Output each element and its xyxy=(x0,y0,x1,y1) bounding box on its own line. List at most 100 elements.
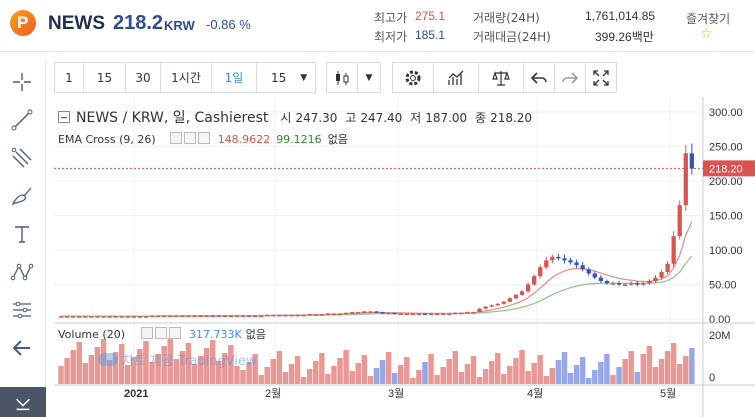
volume-close-icon[interactable] xyxy=(169,326,181,339)
fullscreen-icon[interactable] xyxy=(585,62,617,93)
volume-bar xyxy=(488,361,495,384)
series-legend: NEWS / KRW, 일, Cashierest 시 247.30 고 247.4… xyxy=(58,107,536,127)
pitchfork-icon[interactable] xyxy=(6,142,38,174)
interval-15m-button[interactable]: 15 xyxy=(83,62,126,93)
candle-body xyxy=(513,294,519,299)
dropdown-caret-icon[interactable]: ▼ xyxy=(357,62,381,93)
star-icon[interactable]: ☆ xyxy=(700,26,713,42)
chart-canvas[interactable]: 300.00 250.00 200.00 150.00 100.00 50.00 0.00 2… xyxy=(54,97,755,417)
volume-24h-value: 1,761,014.85 xyxy=(585,9,656,23)
close-icon[interactable] xyxy=(197,131,210,144)
volume-bar xyxy=(622,359,628,384)
interval-1m-button[interactable]: 1 xyxy=(54,62,84,93)
text-icon[interactable] xyxy=(6,218,38,250)
gear-icon[interactable] xyxy=(183,131,196,144)
price-axis-label: 0.00 xyxy=(709,314,730,326)
volume-bar xyxy=(592,370,598,384)
volume-bar xyxy=(640,354,647,384)
low-value: 185.1 xyxy=(415,28,446,42)
candle-body xyxy=(174,315,179,318)
candle-body xyxy=(453,312,458,315)
volume-bar xyxy=(501,374,507,384)
volume-bar xyxy=(385,352,392,384)
candle-body xyxy=(283,314,288,317)
price-axis-label: 200.00 xyxy=(709,176,743,188)
volume-legend: Volume (20) 317.733K 없음 xyxy=(58,326,266,342)
candle-body xyxy=(168,315,173,318)
candle-body xyxy=(246,315,252,318)
compare-icon[interactable] xyxy=(478,62,524,93)
settings-icon[interactable] xyxy=(392,62,434,93)
volume-bar xyxy=(191,364,198,384)
interval-select[interactable]: 15 ▼ xyxy=(256,62,316,93)
trend-line-icon[interactable] xyxy=(6,104,38,136)
candle-body xyxy=(350,312,355,314)
volume-bar xyxy=(428,354,434,384)
candle-body xyxy=(550,256,555,261)
pattern-icon[interactable] xyxy=(6,256,38,288)
candle-body xyxy=(137,316,143,318)
volume-bar xyxy=(446,359,452,384)
candle-body xyxy=(131,316,136,318)
volume-bar xyxy=(252,354,258,384)
price-axis-label: 100.00 xyxy=(709,245,743,257)
volume-bar xyxy=(373,368,380,384)
candle-body xyxy=(434,313,440,315)
candle-body xyxy=(253,315,258,318)
volume-gear-icon[interactable] xyxy=(155,326,167,339)
volume-axis-label: 20M xyxy=(709,330,730,342)
candle-body xyxy=(392,312,397,315)
interval-1d-button[interactable]: 1일 xyxy=(211,62,257,93)
candle-body xyxy=(58,316,64,318)
high-label: 최고가 xyxy=(374,11,408,25)
candle-body xyxy=(532,276,537,285)
candle-body xyxy=(525,284,531,292)
candle-body xyxy=(162,315,167,318)
candle-body xyxy=(604,281,610,284)
volume-bar xyxy=(112,352,119,384)
candle-type-icon[interactable] xyxy=(326,62,358,93)
candle-body xyxy=(216,315,221,318)
collapse-icon[interactable] xyxy=(0,387,46,417)
candle-body xyxy=(240,315,246,318)
undo-icon[interactable] xyxy=(523,62,555,93)
volume-bar xyxy=(58,366,64,384)
volume-bar xyxy=(422,362,428,384)
volume-bar xyxy=(337,358,343,384)
volume-bar xyxy=(246,362,252,384)
candle-body xyxy=(343,312,349,315)
candle-body xyxy=(659,272,664,278)
volume-eye-icon[interactable] xyxy=(141,326,153,339)
candle-body xyxy=(538,267,543,277)
candle-body xyxy=(222,315,227,318)
interval-1h-button[interactable]: 1시간 xyxy=(160,62,212,93)
volume-bar xyxy=(155,354,161,384)
indicators-icon[interactable] xyxy=(433,62,479,93)
interval-30m-button[interactable]: 30 xyxy=(125,62,161,93)
volume-bar xyxy=(282,372,289,384)
volume-bar xyxy=(149,362,155,384)
favorite-label[interactable]: 즐겨찾기 xyxy=(686,12,731,26)
price-chart[interactable]: 300.00 250.00 200.00 150.00 100.00 50.00 0.00 2… xyxy=(54,97,755,417)
eye-icon[interactable] xyxy=(169,131,182,144)
volume-bar xyxy=(106,360,113,384)
candle-body xyxy=(610,283,616,285)
volume-bar xyxy=(397,365,404,384)
candle-body xyxy=(64,316,70,318)
brush-icon[interactable] xyxy=(6,180,38,212)
volume-bar xyxy=(203,348,210,384)
volume-bar xyxy=(664,351,671,384)
collapse-legend-icon[interactable] xyxy=(58,111,70,123)
candle-body xyxy=(107,316,112,318)
candle-body xyxy=(647,281,652,284)
redo-icon[interactable] xyxy=(554,62,586,93)
volume-bar xyxy=(331,366,337,384)
candle-body xyxy=(307,314,312,316)
ema-legend: EMA Cross (9, 26) 148.9622 99.1216 없음 xyxy=(58,131,348,147)
last-price-badge xyxy=(703,160,755,177)
measure-icon[interactable] xyxy=(6,294,38,326)
volume-bar xyxy=(561,352,568,384)
candle-body xyxy=(580,265,585,270)
crosshair-icon[interactable] xyxy=(6,66,38,98)
back-arrow-icon[interactable] xyxy=(6,332,38,364)
